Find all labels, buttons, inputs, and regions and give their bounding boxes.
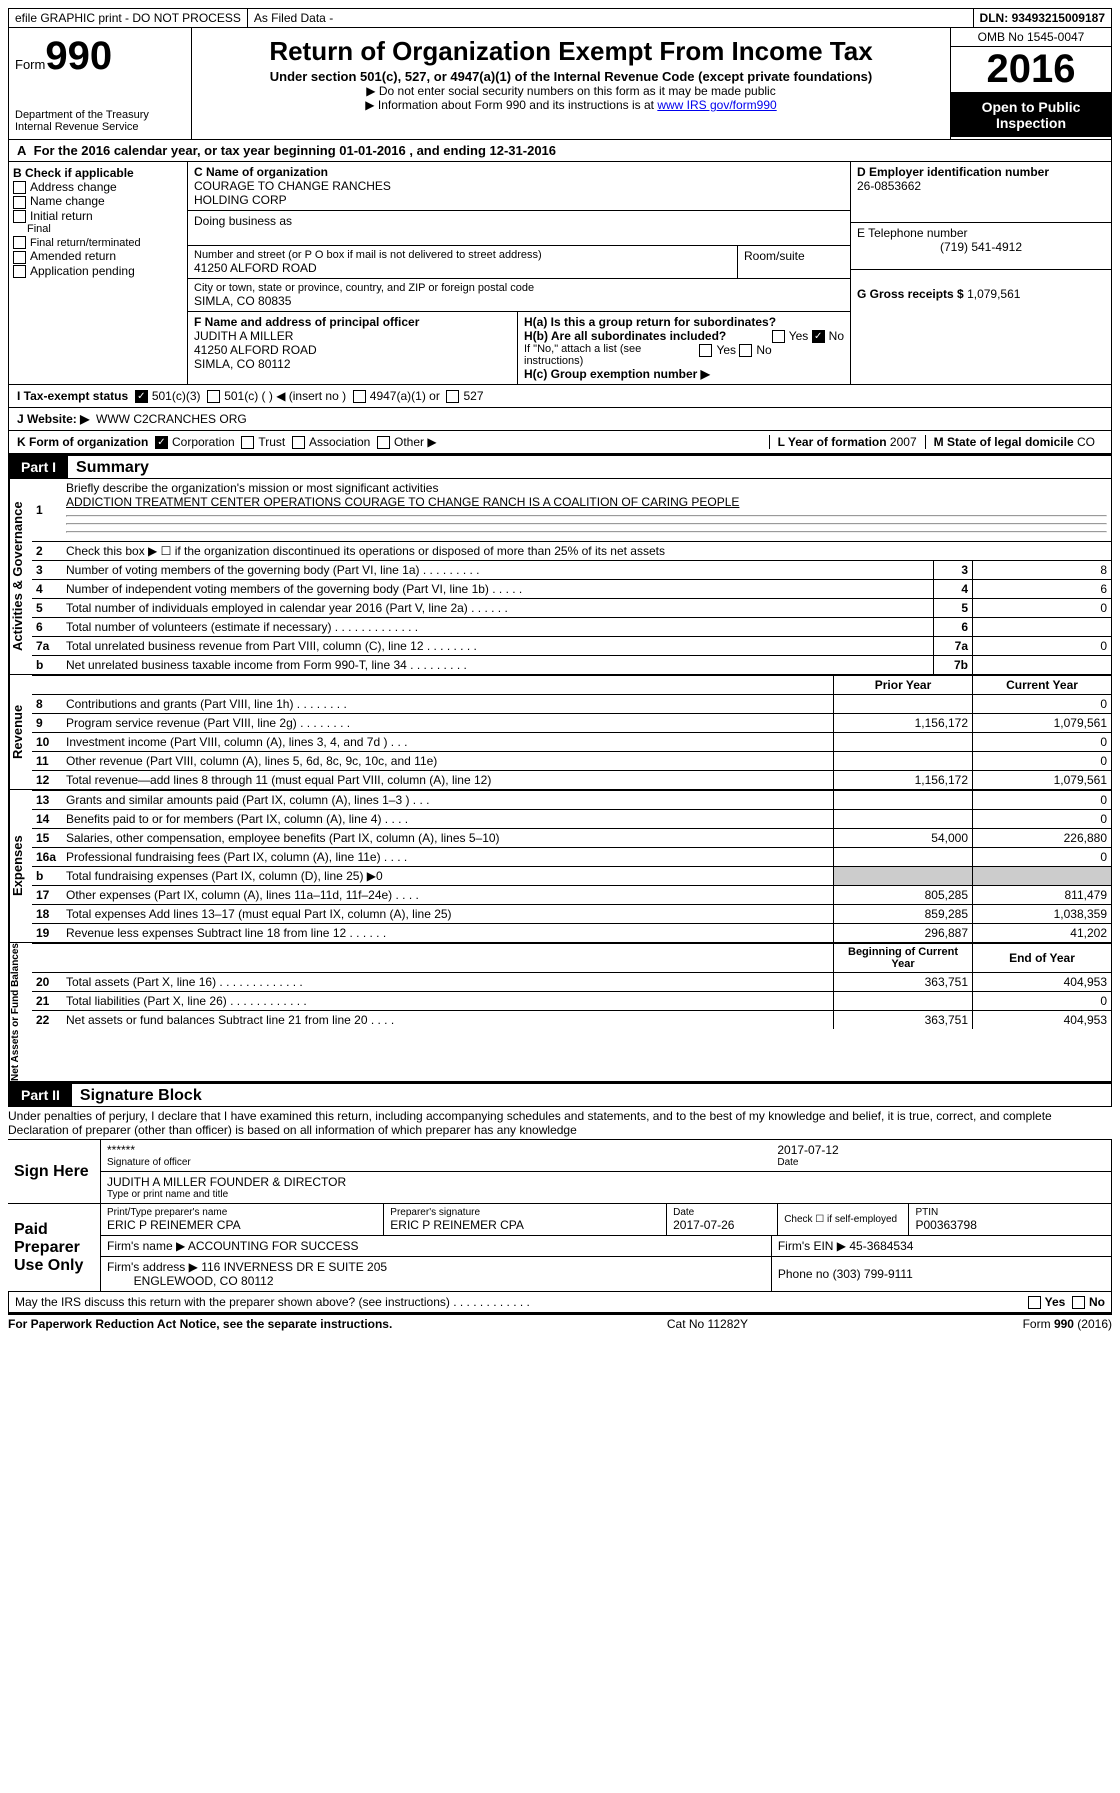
dln: DLN: 93493215009187 [974,9,1111,27]
title-box: Return of Organization Exempt From Incom… [192,28,951,139]
note-ssn: ▶ Do not enter social security numbers o… [198,84,944,98]
year-box: OMB No 1545-0047 2016 Open to Public Ins… [951,28,1111,139]
footer: For Paperwork Reduction Act Notice, see … [8,1313,1112,1331]
irs-link[interactable]: www IRS gov/form990 [657,98,776,112]
section-b: B Check if applicable Address change Nam… [8,162,1112,385]
row-a: A For the 2016 calendar year, or tax yea… [8,140,1112,162]
efile-label: efile GRAPHIC print - DO NOT PROCESS [9,9,248,27]
netassets-section: Net Assets or Fund Balances Beginning of… [8,943,1112,1082]
perjury-text: Under penalties of perjury, I declare th… [8,1107,1112,1139]
top-bar: efile GRAPHIC print - DO NOT PROCESS As … [8,8,1112,28]
inspection: Open to Public Inspection [951,93,1111,137]
governance-section: Activities & Governance 1Briefly describ… [8,479,1112,675]
col-b: B Check if applicable Address change Nam… [9,162,188,384]
col-c: C Name of organization COURAGE TO CHANGE… [188,162,851,384]
row-i: I Tax-exempt status ✓ 501(c)(3) 501(c) (… [8,385,1112,408]
row-k: K Form of organization ✓ Corporation Tru… [8,431,1112,454]
row-j: J Website: ▶ WWW C2CRANCHES ORG [8,408,1112,431]
tax-year: 2016 [951,47,1111,93]
asfiled-label: As Filed Data - [248,9,974,27]
form-box: Form990 Department of the Treasury Inter… [9,28,192,139]
may-irs-row: May the IRS discuss this return with the… [8,1292,1112,1313]
subtitle: Under section 501(c), 527, or 4947(a)(1)… [198,69,944,84]
expenses-section: Expenses 13Grants and similar amounts pa… [8,790,1112,943]
signature-table: Sign Here ****** Signature of officer 20… [8,1139,1112,1292]
revenue-section: Revenue Prior YearCurrent Year 8Contribu… [8,675,1112,790]
form-title: Return of Organization Exempt From Incom… [198,36,944,67]
col-d: D Employer identification number 26-0853… [851,162,1111,384]
note-link: ▶ Information about Form 990 and its ins… [198,98,944,112]
part2-bar: Part IISignature Block [8,1082,1112,1107]
omb: OMB No 1545-0047 [951,28,1111,47]
part1-bar: Part ISummary [8,454,1112,479]
main-header: Form990 Department of the Treasury Inter… [8,28,1112,140]
